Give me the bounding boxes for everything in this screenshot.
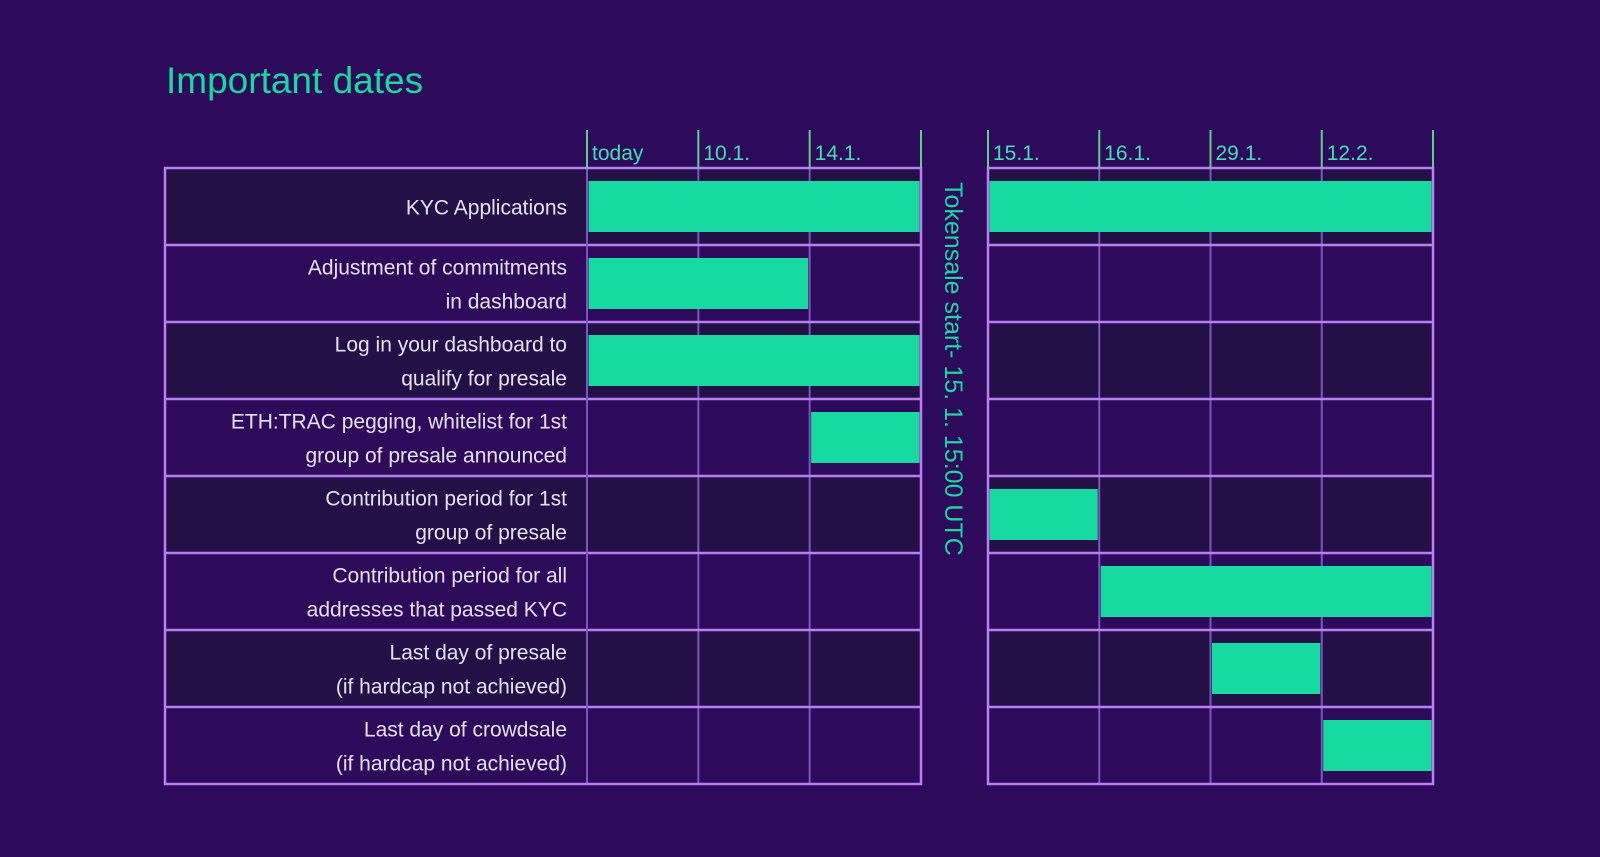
column-label-right: 12.2. [1327, 142, 1374, 165]
row-label: Log in your dashboard to qualify for pres… [335, 334, 567, 391]
row-label: Last day of crowdsale (if hardcap not ach… [336, 719, 567, 776]
column-label-left: 14.1. [815, 142, 862, 165]
row-label: KYC Applications [406, 197, 567, 220]
gantt-bar [1323, 720, 1432, 771]
row-label-line: ETH:TRAC pegging, whitelist for 1st [231, 411, 567, 434]
tokensale-start-label: Tokensale start- 15. 1. 15:00 UTC [939, 182, 967, 556]
column-label-right: 29.1. [1216, 142, 1263, 165]
row-labels: KYC Applications Adjustment of commitment… [231, 197, 567, 776]
column-label-left: 10.1. [703, 142, 750, 165]
row-label-line: Contribution period for all [332, 565, 567, 588]
gantt-bar [811, 412, 920, 463]
gantt-bar [588, 258, 809, 309]
row-label-line: group of presale announced [305, 445, 567, 468]
row-label-line: addresses that passed KYC [307, 599, 567, 622]
row-label-line: Last day of presale [390, 642, 567, 665]
row-label-line: KYC Applications [406, 197, 567, 220]
row-label-line: Adjustment of commitments [308, 257, 567, 280]
row-label-line: Last day of crowdsale [364, 719, 567, 742]
row-label-line: group of presale [415, 522, 567, 545]
row-label: Contribution period for all addresses tha… [307, 565, 567, 622]
gantt-bar [588, 181, 920, 232]
bars [588, 181, 1432, 771]
left-table-frame [163, 166, 923, 786]
row-label-line: Contribution period for 1st [325, 488, 567, 511]
gantt-bar [588, 335, 920, 386]
row-label: Contribution period for 1st group of pres… [325, 488, 567, 545]
row-background-left [165, 630, 921, 707]
row-label-line: in dashboard [446, 291, 567, 314]
chart-title: Important dates [166, 60, 423, 101]
column-headers: today 10.1. 14.1. 15.1. 16.1. 29.1. 12.2. [586, 130, 1434, 168]
row-background-left [165, 476, 921, 553]
row-backgrounds [165, 168, 1433, 707]
row-label-line: (if hardcap not achieved) [336, 753, 567, 776]
gantt-bar [1212, 643, 1321, 694]
gantt-bar [989, 489, 1098, 540]
gantt-bar [1100, 566, 1432, 617]
row-label: Last day of presale (if hardcap not achie… [336, 642, 567, 699]
row-label-line: qualify for presale [401, 368, 567, 391]
row-label-line: Log in your dashboard to [335, 334, 567, 357]
column-label-right: 16.1. [1104, 142, 1151, 165]
row-label-line: (if hardcap not achieved) [336, 676, 567, 699]
table-frames [163, 166, 1435, 786]
column-label-left: today [592, 142, 644, 165]
column-label-right: 15.1. [993, 142, 1040, 165]
gantt-bar [989, 181, 1432, 232]
row-label: Adjustment of commitments in dashboard [308, 257, 567, 314]
row-label: ETH:TRAC pegging, whitelist for 1st group… [231, 411, 567, 468]
